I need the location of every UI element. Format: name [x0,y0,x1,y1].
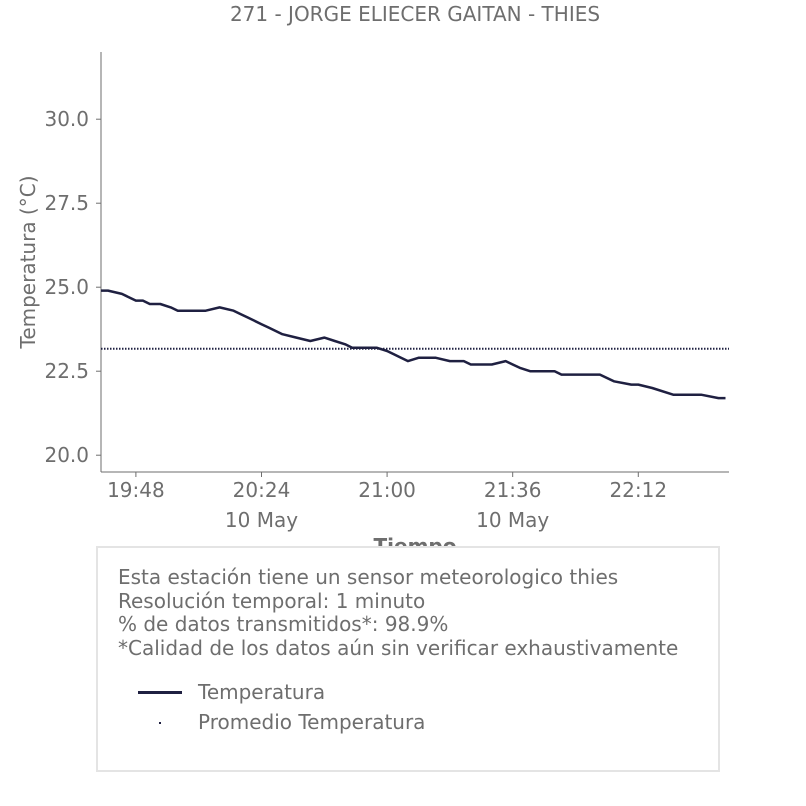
x-tick-label: 19:48 [107,478,165,502]
legend-dot-swatch [159,722,161,724]
x-tick-label: 20:24 [233,478,291,502]
y-axis-label: Temperatura (°C) [16,175,40,349]
legend-line-swatch [138,691,182,694]
info-box: Esta estación tiene un sensor meteorolog… [96,546,720,772]
axes: 20.0 22.5 25.0 27.5 30.0 19:48 20:24 21:00 21:36… [44,52,729,532]
chart-title: 271 - JORGE ELIECER GAITAN - THIES [230,2,600,26]
info-resolution-text: Resolución temporal: 1 minuto [118,588,426,613]
temperature-line [101,289,726,400]
legend-label-promedio: Promedio Temperatura [198,710,426,734]
y-tick-label: 27.5 [44,191,89,215]
station-info: Esta estación tiene un sensor meteorolog… [118,565,679,660]
x-date-label: 10 May [476,508,549,532]
x-tick-label: 21:00 [358,478,416,502]
y-tick-label: 20.0 [44,443,89,467]
info-transmitted-text: % de datos transmitidos*: 98.9% [118,612,449,636]
y-tick-label: 30.0 [44,107,89,131]
y-tick-label: 25.0 [44,275,89,299]
info-quality-note: *Calidad de los datos aún sin verificar … [118,635,679,660]
legend-label-temperatura: Temperatura [198,680,326,704]
x-tick-label: 21:36 [484,478,542,502]
info-sensor-text: Esta estación tiene un sensor meteorolog… [118,565,619,589]
x-date-label: 10 May [225,508,298,532]
plot-area [101,289,729,400]
y-tick-label: 22.5 [44,359,89,383]
x-tick-label: 22:12 [609,478,667,502]
